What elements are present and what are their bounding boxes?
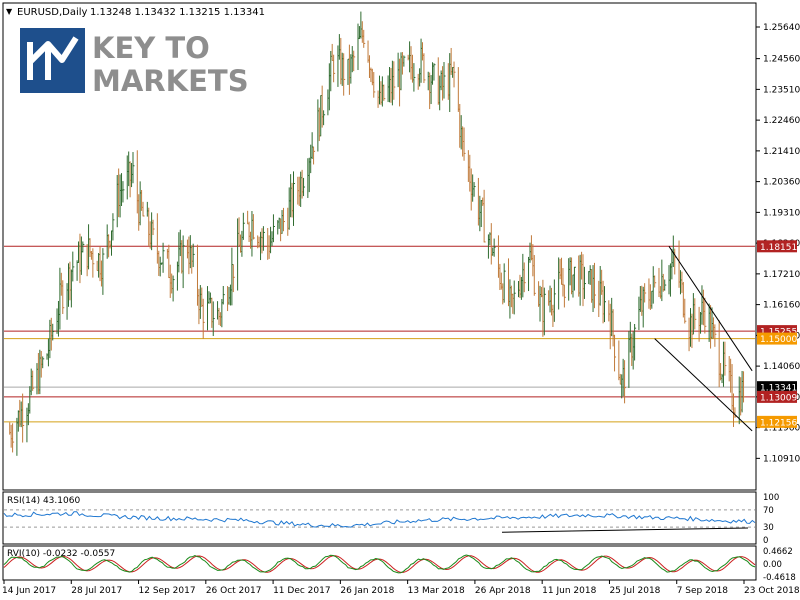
price-candles	[9, 11, 746, 456]
price-tick-label: 1.16160	[763, 301, 800, 311]
date-tick-label: 23 Oct 2018	[744, 586, 800, 596]
date-tick-label: 28 Jul 2017	[71, 586, 122, 596]
date-tick-label: 26 Apr 2018	[475, 586, 531, 596]
rsi-line	[3, 511, 756, 528]
price-tick-label: 1.11960	[763, 424, 800, 434]
price-tick-label: 1.25640	[763, 23, 800, 33]
price-tick-label: 1.10910	[763, 454, 800, 464]
level-label: 1.12156	[760, 418, 797, 428]
date-tick-label: 14 Jun 2017	[2, 586, 56, 596]
rvi-tick-label: 0.4662	[763, 547, 793, 557]
price-tick-label: 1.23510	[763, 85, 800, 95]
price-tick-label: 1.14060	[763, 362, 800, 372]
rsi-tick-label: 70	[763, 506, 774, 516]
level-label-box	[757, 390, 797, 403]
date-tick-label: 26 Jan 2018	[340, 586, 394, 596]
rsi-tick-label: 0	[763, 536, 768, 546]
rvi-pane[interactable]	[2, 545, 757, 581]
level-label: 1.13009	[760, 393, 797, 403]
price-tick-label: 1.20360	[763, 178, 800, 188]
price-tick-label: 1.19310	[763, 208, 800, 218]
date-tick-label: 25 Jul 2018	[609, 586, 660, 596]
level-label: 1.15000	[760, 335, 797, 345]
logo-text-line1: KEY TO	[92, 31, 210, 65]
rvi-content: 0.4662 0.00 -0.4618	[3, 547, 796, 583]
rvi-tick-label: 0.00	[763, 560, 782, 570]
level-label-box	[757, 381, 797, 394]
price-tick-label: 1.24560	[763, 55, 800, 65]
level-label-box	[757, 332, 797, 345]
date-tick-label: 13 Mar 2018	[408, 586, 465, 596]
rsi-tick-label: 30	[763, 523, 774, 533]
level-label-box	[757, 415, 797, 428]
channel-trendlines	[654, 246, 753, 432]
logo-text-line2: MARKETS	[92, 64, 249, 98]
chart-ohlc: 1.13248 1.13432 1.13215 1.13341	[90, 7, 265, 18]
level-label: 1.18151	[760, 243, 797, 253]
level-label-box	[757, 240, 797, 253]
date-tick-label: 7 Sep 2018	[677, 586, 729, 596]
rvi-title: RVI(10) -0.0232 -0.0557	[7, 549, 115, 559]
rvi-main-line	[3, 554, 756, 574]
date-tick-label: 26 Oct 2017	[206, 586, 262, 596]
date-tick-label: 12 Sep 2017	[139, 586, 196, 596]
logo-k-mark-icon	[27, 36, 79, 80]
rsi-title: RSI(14) 43.1060	[7, 496, 80, 506]
rvi-tick-label: -0.4618	[763, 573, 796, 583]
date-axis-ticks: 14 Jun 2017 28 Jul 2017 12 Sep 2017 26 Oct …	[2, 580, 800, 596]
channel-trendline[interactable]	[654, 338, 753, 432]
rsi-trendline[interactable]	[501, 527, 749, 533]
date-tick-label: 11 Jun 2018	[542, 586, 596, 596]
symbol-dropdown-icon[interactable]: ▼	[6, 7, 13, 16]
chart-symbol: EURUSD,Daily	[17, 7, 88, 18]
key-to-markets-logo: KEY TO MARKETS	[20, 28, 249, 98]
price-tick-label: 1.17210	[763, 270, 800, 280]
channel-trendline[interactable]	[668, 246, 753, 372]
price-tick-label: 1.21410	[763, 147, 800, 157]
level-label: 1.13341	[760, 384, 797, 394]
level-price-labels: 1.181511.152551.150001.133411.130091.121…	[757, 240, 797, 428]
price-tick-label: 1.22460	[763, 116, 800, 126]
rsi-tick-label: 100	[763, 493, 779, 503]
rsi-content: 100 70 30 0	[3, 493, 779, 546]
date-tick-label: 11 Dec 2017	[273, 586, 331, 596]
